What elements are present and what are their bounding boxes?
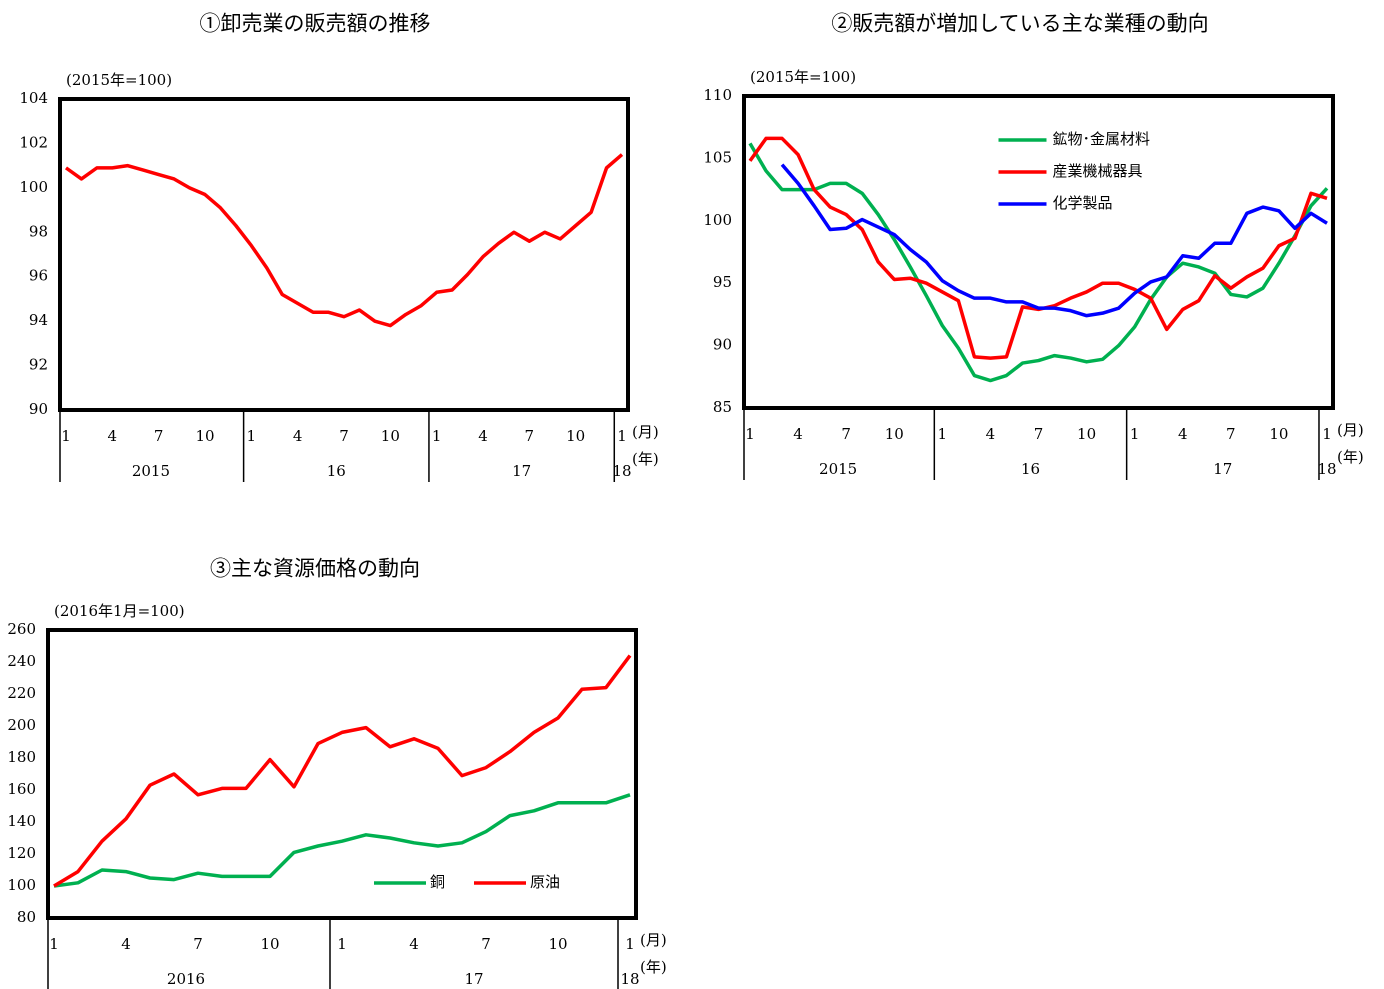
chart-title: ③主な資源価格の動向: [210, 557, 420, 581]
y-tick-label: 260: [7, 620, 36, 638]
plot-frame: [742, 94, 1335, 410]
x-tick-label: 7: [481, 935, 491, 953]
plot-frame: [58, 97, 630, 412]
x-group-label: 18: [612, 462, 631, 480]
y-axis-unit: (2015年=100): [750, 68, 856, 86]
x-tick-label: 7: [525, 427, 535, 445]
x-tick-label: 10: [566, 427, 585, 445]
x-tick-label: 1: [49, 935, 59, 953]
x-tick-label: 10: [1269, 425, 1288, 443]
y-tick-label: 94: [29, 311, 48, 329]
x-group-label: 2016: [167, 970, 205, 988]
x-tick-label: 1: [617, 427, 627, 445]
x-tick-label: 1: [745, 425, 755, 443]
x-tick-label: 7: [154, 427, 164, 445]
y-axis-unit: (2016年1月=100): [54, 602, 185, 620]
legend-label: 銅: [430, 873, 445, 891]
data-line: [53, 793, 631, 888]
legend-label: 産業機械器具: [1053, 162, 1143, 180]
x-tick-label: 10: [381, 427, 400, 445]
x-axis-unit: (月): [640, 931, 667, 949]
x-group-label: 2015: [132, 462, 170, 480]
x-tick-label: 7: [841, 425, 851, 443]
x-axis-unit: (月): [632, 423, 659, 441]
x-tick-label: 10: [260, 935, 279, 953]
x-group-label: 17: [512, 462, 531, 480]
x-tick-label: 10: [885, 425, 904, 443]
x-tick-label: 1: [247, 427, 257, 445]
y-tick-label: 104: [19, 89, 48, 107]
chart-title: ①卸売業の販売額の推移: [200, 12, 431, 36]
x-tick-label: 4: [986, 425, 996, 443]
chart-title: ②販売額が増加している主な業種の動向: [831, 12, 1208, 36]
y-tick-label: 200: [7, 716, 36, 734]
y-axis-unit: (2015年=100): [66, 71, 172, 89]
x-tick-label: 4: [108, 427, 118, 445]
x-tick-label: 1: [938, 425, 948, 443]
x-tick-label: 4: [1178, 425, 1188, 443]
x-tick-label: 4: [478, 427, 488, 445]
y-tick-label: 105: [703, 148, 732, 166]
x-group-unit: (年): [632, 450, 659, 468]
x-tick-label: 4: [121, 935, 131, 953]
y-tick-label: 85: [713, 398, 732, 416]
x-tick-label: 1: [337, 935, 347, 953]
x-tick-label: 1: [1322, 425, 1332, 443]
x-tick-label: 7: [339, 427, 349, 445]
x-group-unit: (年): [640, 958, 667, 976]
y-tick-label: 100: [7, 876, 36, 894]
x-tick-label: 1: [432, 427, 442, 445]
data-line: [53, 654, 632, 888]
y-tick-label: 180: [7, 748, 36, 766]
x-group-label: 16: [1021, 460, 1040, 478]
y-tick-label: 95: [713, 273, 732, 291]
x-tick-label: 1: [1130, 425, 1140, 443]
x-tick-label: 1: [61, 427, 71, 445]
y-tick-label: 240: [7, 652, 36, 670]
x-group-label: 16: [327, 462, 346, 480]
x-tick-label: 7: [1226, 425, 1236, 443]
y-tick-label: 100: [703, 211, 732, 229]
y-tick-label: 96: [29, 267, 48, 285]
x-axis-unit: (月): [1337, 421, 1364, 439]
x-tick-label: 1: [625, 935, 635, 953]
y-tick-label: 80: [17, 908, 36, 926]
x-group-label: 17: [464, 970, 483, 988]
y-tick-label: 98: [29, 222, 48, 240]
x-group-label: 18: [1317, 460, 1336, 478]
y-tick-label: 102: [19, 133, 48, 151]
y-tick-label: 90: [29, 400, 48, 418]
x-tick-label: 4: [793, 425, 803, 443]
x-tick-label: 4: [409, 935, 419, 953]
x-group-unit: (年): [1337, 448, 1364, 466]
x-group-label: 18: [620, 970, 639, 988]
x-group-label: 17: [1213, 460, 1232, 478]
x-tick-label: 10: [1077, 425, 1096, 443]
y-tick-label: 92: [29, 356, 48, 374]
y-tick-label: 220: [7, 684, 36, 702]
data-line: [748, 142, 1329, 383]
legend-label: 化学製品: [1053, 194, 1113, 212]
y-tick-label: 160: [7, 780, 36, 798]
data-line: [64, 153, 624, 328]
plot-frame: [46, 628, 638, 920]
y-tick-label: 140: [7, 812, 36, 830]
x-tick-label: 4: [293, 427, 303, 445]
y-tick-label: 110: [703, 86, 732, 104]
legend-label: 鉱物･金属材料: [1053, 130, 1151, 148]
y-tick-label: 100: [19, 178, 48, 196]
legend-label: 原油: [530, 873, 560, 891]
y-tick-label: 120: [7, 844, 36, 862]
data-line: [780, 163, 1328, 318]
x-tick-label: 7: [193, 935, 203, 953]
x-tick-label: 10: [548, 935, 567, 953]
y-tick-label: 90: [713, 336, 732, 354]
x-tick-label: 7: [1034, 425, 1044, 443]
x-tick-label: 10: [195, 427, 214, 445]
x-group-label: 2015: [819, 460, 857, 478]
